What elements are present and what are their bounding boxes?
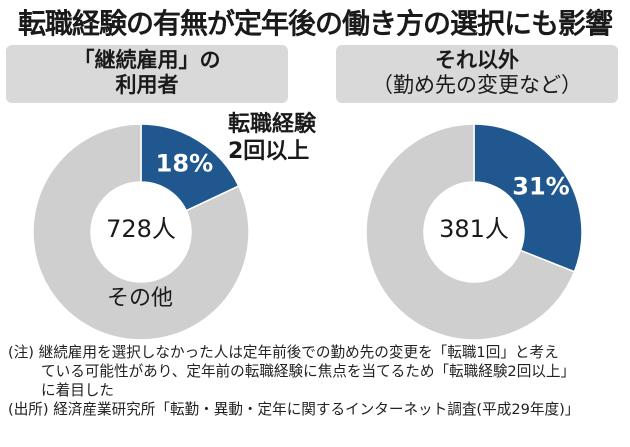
slice-value-label-right: 31%: [512, 172, 569, 200]
note-line-2: ている可能性があり、定年前の転職経験に焦点を当てるため「転職経験2回以上」: [41, 363, 576, 380]
chart-title: 転職経験の有無が定年後の働き方の選択にも影響: [17, 7, 613, 40]
notes-block: (注) 継続雇用を選択しなかった人は定年前後での勤め先の変更を「転職1回」と考え…: [8, 343, 624, 419]
panel-heading-right-line2: （勤め先の変更など）: [372, 73, 582, 97]
panel-heading-right: それ以外 （勤め先の変更など）: [336, 45, 618, 103]
note-line-3: に着目した: [41, 382, 114, 399]
callout-label-line2: 2回以上: [228, 139, 309, 164]
panel-heading-left-line1: 「継続雇用」の: [73, 48, 221, 72]
panel-heading-right-line1: それ以外: [435, 48, 519, 72]
panel-heading-left: 「継続雇用」の 利用者: [6, 45, 288, 103]
donut-hole: [424, 182, 524, 282]
source-line: (出所) 経済産業研究所「転勤・異動・定年に関するインターネット調査(平成29年…: [8, 401, 580, 418]
other-slice-label: その他: [107, 286, 173, 311]
donut-chart-left: [32, 123, 250, 341]
callout-label-line1: 転職経験: [228, 111, 317, 137]
donut-chart-right: [365, 123, 583, 341]
donut-slice-highlight: [473, 123, 583, 273]
center-label-left: 728人: [106, 215, 176, 243]
slice-value-label-left: 18%: [156, 150, 213, 178]
center-label-right: 381人: [439, 215, 509, 243]
panel-heading-left-line2: 利用者: [115, 73, 179, 97]
note-line-1: (注) 継続雇用を選択しなかった人は定年前後での勤め先の変更を「転職1回」と考え: [8, 344, 559, 361]
donut-hole: [91, 182, 191, 282]
